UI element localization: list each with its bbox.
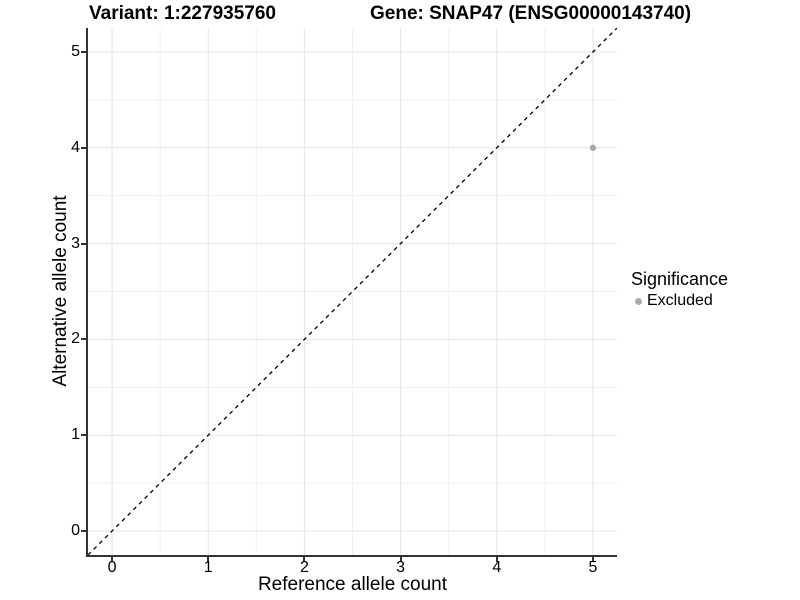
plot-title-gene: Gene: SNAP47 (ENSG00000143740) — [370, 3, 692, 24]
x-tick-mark — [495, 557, 498, 562]
x-tick-mark — [111, 557, 114, 562]
x-tick-label: 2 — [299, 559, 309, 576]
x-tick-mark — [207, 557, 210, 562]
legend-point-icon — [635, 298, 642, 305]
y-tick-mark — [81, 242, 86, 245]
x-tick-label: 0 — [107, 559, 117, 576]
y-tick-mark — [81, 146, 86, 149]
y-tick-label: 4 — [71, 138, 80, 156]
plot-panel — [87, 27, 618, 556]
y-tick-label: 1 — [71, 426, 80, 444]
legend-item-label: Excluded — [647, 292, 713, 309]
x-tick-label: 5 — [588, 559, 598, 576]
legend-title: Significance — [631, 269, 729, 289]
y-axis-title: Alternative allele count — [50, 195, 71, 387]
legend: Significance Excluded — [631, 269, 728, 310]
y-tick-mark — [81, 530, 86, 533]
x-tick-label: 4 — [492, 559, 502, 576]
y-tick-mark — [81, 338, 86, 341]
legend-item-excluded: Excluded — [631, 292, 728, 310]
x-axis-line — [86, 555, 617, 557]
x-tick-label: 1 — [203, 559, 213, 576]
y-tick-label: 2 — [71, 330, 80, 348]
y-tick-label: 0 — [71, 522, 80, 540]
y-axis-line — [86, 28, 88, 557]
plot-title-variant: Variant: 1:227935760 — [89, 3, 276, 24]
plot-canvas — [87, 27, 618, 556]
x-tick-mark — [591, 557, 594, 562]
x-tick-label: 3 — [396, 559, 406, 576]
y-tick-label: 3 — [71, 234, 80, 252]
y-tick-mark — [81, 434, 86, 437]
x-axis-title: Reference allele count — [257, 574, 448, 595]
y-tick-mark — [81, 50, 86, 53]
y-tick-label: 5 — [71, 42, 80, 60]
x-tick-mark — [303, 557, 306, 562]
data-point — [589, 144, 597, 151]
x-tick-mark — [399, 557, 402, 562]
